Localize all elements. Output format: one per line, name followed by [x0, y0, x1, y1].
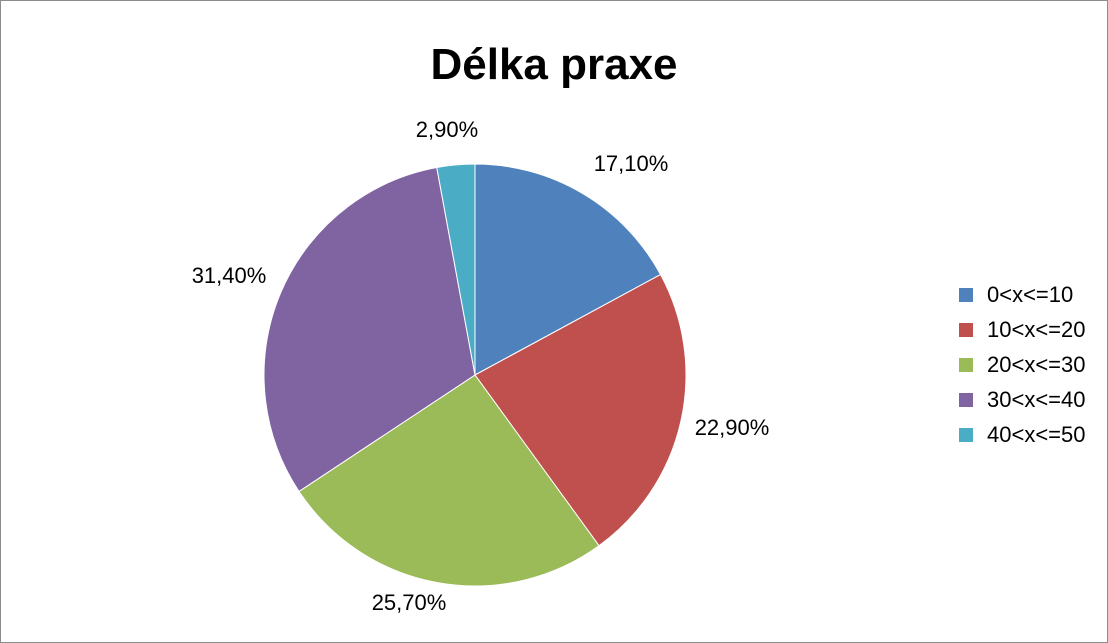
legend-label: 0<x<=10	[987, 281, 1074, 307]
pie-slice-4	[263, 166, 476, 493]
legend-item: 30<x<=40	[959, 382, 1085, 417]
pie-data-labels: 17,10% 22,90% 25,70% 31,40% 2,90%	[192, 117, 770, 615]
legend-swatch	[959, 287, 973, 302]
legend-item: 10<x<=20	[959, 312, 1085, 347]
data-label-1: 17,10%	[594, 151, 669, 176]
pie-slice-3	[298, 374, 600, 587]
pie-slice-5	[436, 163, 476, 376]
legend-item: 40<x<=50	[959, 417, 1085, 452]
legend: 0<x<=10 10<x<=20 20<x<=30 30<x<=40 40<x<…	[959, 277, 1085, 452]
legend-label: 40<x<=50	[987, 421, 1086, 447]
legend-swatch	[959, 357, 973, 372]
pie-slices	[263, 163, 687, 587]
data-label-4: 31,40%	[192, 263, 267, 288]
legend-swatch	[959, 427, 973, 442]
pie-slice-1	[474, 163, 662, 376]
legend-item: 0<x<=10	[959, 277, 1085, 312]
legend-swatch	[959, 392, 973, 407]
legend-item: 20<x<=30	[959, 347, 1085, 382]
data-label-2: 22,90%	[695, 415, 770, 440]
data-label-3: 25,70%	[372, 590, 447, 615]
legend-label: 30<x<=40	[987, 386, 1086, 412]
data-label-5: 2,90%	[416, 117, 478, 142]
legend-label: 10<x<=20	[987, 316, 1086, 342]
pie-slice-2	[474, 273, 687, 547]
legend-label: 20<x<=30	[987, 351, 1086, 377]
legend-swatch	[959, 322, 973, 337]
chart-title: Délka praxe	[430, 40, 678, 89]
